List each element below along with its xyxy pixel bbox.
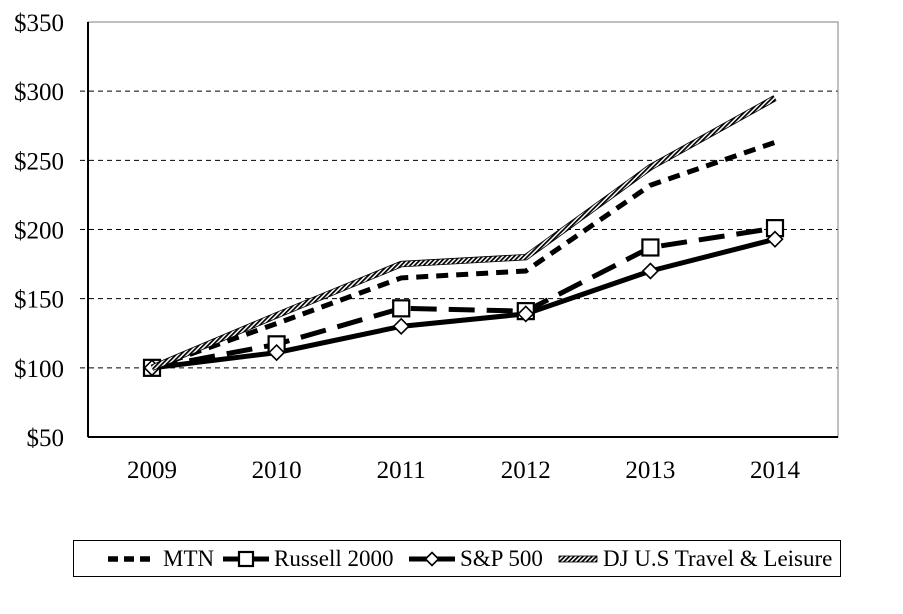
y-axis-tick-label: $200 bbox=[14, 218, 64, 245]
marker-diamond-s-p-500 bbox=[267, 343, 286, 362]
y-axis-tick-label: $350 bbox=[14, 10, 64, 37]
x-axis-tick-label: 2014 bbox=[750, 457, 801, 484]
y-axis-tick-label: $300 bbox=[14, 79, 64, 106]
marker-diamond-s-p-500 bbox=[517, 305, 535, 323]
x-axis-tick-label: 2011 bbox=[377, 457, 426, 484]
legend-label-sp500: S&P 500 bbox=[460, 546, 543, 571]
series-line-mtn bbox=[151, 139, 776, 371]
legend-label-mtn: MTN bbox=[163, 546, 215, 571]
marker-square-russell-2000 bbox=[392, 299, 411, 318]
x-axis-tick-label: 2012 bbox=[501, 457, 551, 484]
legend-item-russell-2000: Russell 2000 bbox=[223, 541, 393, 576]
legend-label-dj-travel-leisure: DJ U.S Travel & Leisure bbox=[603, 546, 833, 571]
series-line-russell-2000 bbox=[151, 225, 776, 371]
marker-diamond-s-p-500 bbox=[392, 317, 410, 335]
russell-2000-square-line-icon bbox=[223, 550, 269, 567]
marker-square-russell-2000 bbox=[641, 238, 660, 257]
legend-label-russell-2000: Russell 2000 bbox=[274, 546, 394, 571]
x-axis-tick-label: 2009 bbox=[127, 457, 177, 484]
y-axis-tick-label: $50 bbox=[27, 425, 65, 452]
dj-travel-leisure-hatched-line-icon bbox=[558, 555, 598, 562]
y-axis-tick-label: $100 bbox=[14, 356, 64, 383]
legend-item-mtn: MTN bbox=[106, 541, 214, 576]
y-axis-tick-label: $250 bbox=[14, 148, 64, 175]
y-axis-tick-label: $150 bbox=[14, 287, 64, 314]
mtn-dashed-line-icon bbox=[108, 555, 156, 562]
legend-item-dj-travel-leisure: DJ U.S Travel & Leisure bbox=[558, 541, 832, 576]
legend-item-sp500: S&P 500 bbox=[409, 541, 543, 576]
sp500-diamond-line-icon bbox=[409, 550, 455, 567]
marker-diamond-s-p-500 bbox=[641, 262, 660, 280]
x-axis-tick-label: 2013 bbox=[625, 457, 675, 484]
series-line-s-p-500 bbox=[151, 236, 776, 371]
marker-diamond-s-p-500 bbox=[766, 230, 784, 248]
chart-legend: MTN Russell 2000 S&P 500 bbox=[73, 540, 841, 577]
series-line-dj-u-s-travel-leisure bbox=[151, 95, 777, 371]
x-axis-tick-label: 2010 bbox=[252, 457, 302, 484]
